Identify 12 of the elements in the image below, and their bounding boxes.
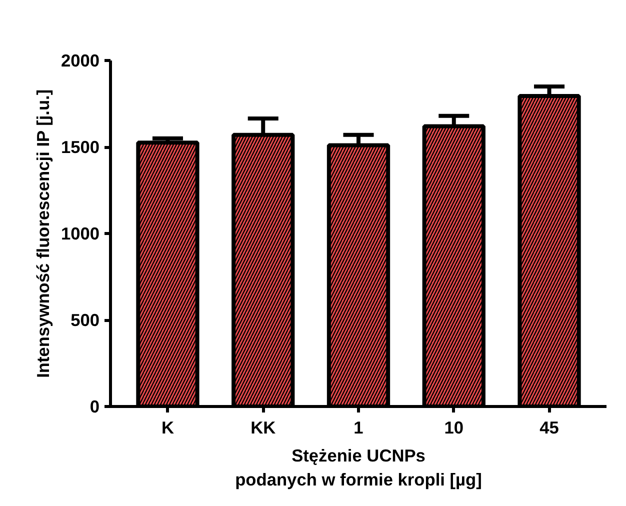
y-tick-label: 500: [70, 310, 100, 330]
y-tick-label: 1500: [60, 137, 100, 157]
x-tick-label: 10: [444, 418, 464, 438]
y-tick-label: 2000: [60, 50, 100, 70]
x-tick-label: KK: [250, 418, 276, 438]
y-tick-label: 1000: [60, 224, 100, 244]
x-tick-label: K: [161, 418, 174, 438]
x-axis-title: Stężenie UCNPs podanych w formie kropli [µg]: [235, 446, 482, 490]
x-tick-label: 45: [540, 418, 560, 438]
y-axis-title: Intensywność fluorescencji IP [j.u.]: [32, 89, 53, 378]
x-tick-label: 1: [354, 418, 364, 438]
y-tick-label: 0: [90, 396, 100, 416]
